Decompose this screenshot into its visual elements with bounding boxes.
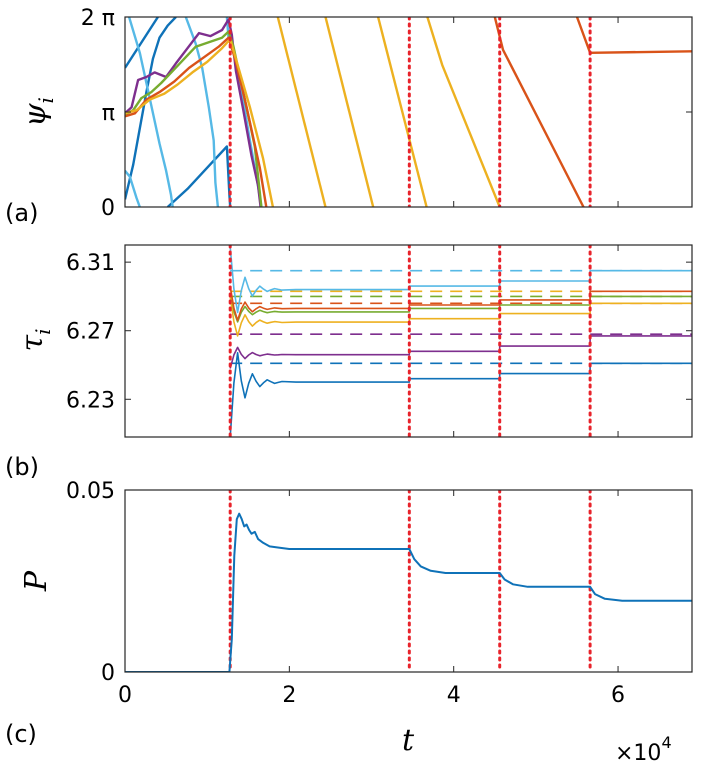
series-ψ1-segment-2 <box>125 17 177 200</box>
panel-c-frame <box>124 489 693 673</box>
panel-c: 0 0.05 0 2 4 6 P (c) t ×104 <box>5 479 693 766</box>
series-τ6 <box>229 296 692 337</box>
panel-b: 6.23 6.27 6.31 τi (b) <box>5 244 693 481</box>
x-tick-label: 4 <box>447 683 461 708</box>
panel-a-label: (a) <box>5 199 38 227</box>
panel-b-ticks: 6.23 6.27 6.31 <box>66 245 692 437</box>
y-tick-label: 6.23 <box>66 388 115 413</box>
panel-a-ticks: 0 π 2 π <box>81 6 692 221</box>
panel-b-frame <box>124 244 693 438</box>
y-tick-label: 0 <box>101 661 115 686</box>
series-τ1 <box>229 352 692 437</box>
series-τ2 <box>229 246 692 314</box>
series-ψ1-segment-3 <box>166 145 232 207</box>
series-ψ4-segment-1 <box>125 30 263 207</box>
series-ψ5-segment-2 <box>493 17 585 207</box>
y-tick-label: π <box>102 101 115 126</box>
series-ψ2-segment-3 <box>184 17 220 207</box>
y-tick-label: 6.31 <box>66 251 115 276</box>
series-ψ3-segment-1 <box>125 18 262 207</box>
panel-c-ticks: 0 0.05 0 2 4 6 <box>66 479 692 708</box>
series-P <box>125 512 692 672</box>
series-ψ6-segment-3 <box>324 17 375 207</box>
panel-b-label: (b) <box>5 453 39 481</box>
x-tick-label: 6 <box>611 683 625 708</box>
series-ψ5-segment-1 <box>125 36 268 207</box>
x-tick-label: 0 <box>118 683 132 708</box>
y-tick-label: 2 π <box>81 6 115 31</box>
series-ψ6-segment-5 <box>426 17 501 207</box>
series-ψ2-segment-1 <box>125 169 141 207</box>
series-ψ1-segment-1 <box>125 17 159 69</box>
panel-b-markers <box>228 245 592 437</box>
panel-b-reference-lines <box>230 269 692 365</box>
panel-a-ylabel: ψi <box>18 97 58 127</box>
series-ψ6-segment-2 <box>276 17 327 207</box>
series-ψ2-segment-2 <box>127 17 174 207</box>
x-multiplier: ×104 <box>615 733 672 766</box>
panel-b-series <box>229 246 692 437</box>
panel-a: 0 π 2 π ψi (a) <box>5 6 693 227</box>
series-ψ6-segment-1 <box>125 38 275 207</box>
x-axis-label: t <box>402 723 415 758</box>
series-ψ6-segment-4 <box>376 17 428 207</box>
panel-c-markers <box>228 490 592 672</box>
y-tick-label: 6.27 <box>66 320 115 345</box>
panel-b-ylabel: τi <box>15 328 55 351</box>
y-tick-label: 0.05 <box>66 479 115 504</box>
series-ψ5-segment-3 <box>575 17 692 54</box>
panel-c-label: (c) <box>5 720 37 748</box>
panel-c-series <box>125 512 692 672</box>
panel-a-series <box>125 17 692 207</box>
series-τ4 <box>229 292 692 323</box>
x-tick-label: 2 <box>282 683 296 708</box>
y-tick-label: 0 <box>101 196 115 221</box>
panel-c-ylabel: P <box>19 570 54 592</box>
